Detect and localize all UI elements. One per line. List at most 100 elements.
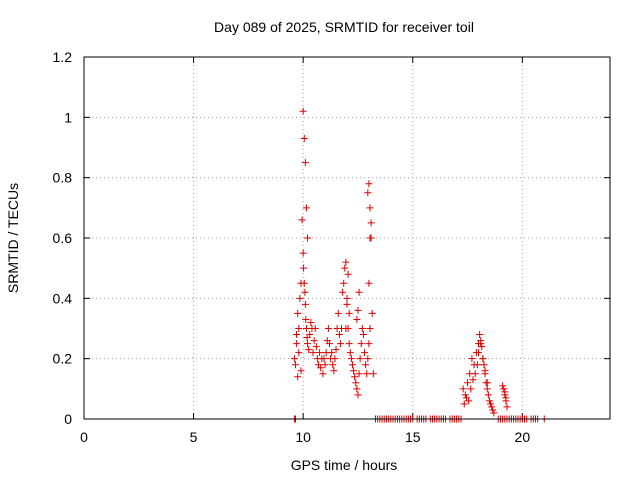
data-point (328, 349, 336, 357)
data-point (352, 379, 360, 387)
data-point (350, 367, 358, 375)
x-tick-label: 10 (295, 429, 311, 445)
data-point (366, 325, 374, 332)
data-point (368, 309, 376, 317)
data-point (300, 134, 308, 142)
data-point (356, 355, 364, 363)
data-point (291, 361, 299, 369)
data-point (346, 349, 354, 357)
data-point (341, 264, 349, 272)
y-tick-label: 0.2 (53, 351, 73, 367)
data-point (304, 340, 312, 348)
data-point (357, 340, 365, 348)
data-point (365, 180, 373, 188)
data-point (354, 306, 362, 314)
data-point (297, 367, 305, 375)
data-point (487, 400, 495, 408)
data-point (483, 385, 491, 393)
data-point (367, 234, 375, 242)
data-point (365, 340, 373, 348)
data-point (353, 385, 361, 393)
data-point (355, 288, 363, 296)
data-point (362, 361, 370, 369)
y-axis-label: SRMTID / TECUs (5, 183, 21, 293)
data-point (473, 361, 481, 369)
data-point (354, 391, 362, 399)
y-tick-label: 1 (64, 109, 72, 125)
data-point (301, 300, 309, 308)
data-point (480, 361, 488, 369)
data-point (484, 391, 492, 399)
data-point (468, 355, 476, 363)
data-point (342, 258, 350, 266)
data-point (317, 364, 325, 372)
data-point (304, 234, 312, 242)
data-point (347, 355, 355, 363)
x-tick-label: 20 (515, 429, 531, 445)
data-point (343, 300, 351, 308)
data-point (300, 264, 308, 272)
data-point (325, 340, 333, 348)
data-point (478, 343, 486, 351)
data-point (355, 370, 363, 378)
y-tick-label: 0.8 (53, 170, 73, 186)
data-point (299, 249, 307, 257)
data-point (294, 373, 302, 381)
data-point (316, 349, 324, 357)
data-point (366, 204, 374, 212)
data-point (477, 340, 485, 348)
data-point (499, 382, 507, 390)
data-point (483, 379, 491, 387)
data-point (324, 325, 332, 332)
data-point (340, 279, 348, 287)
data-point (302, 315, 310, 323)
data-point (489, 406, 497, 414)
data-point (342, 325, 350, 332)
data-point (464, 379, 472, 387)
data-point (503, 403, 511, 411)
data-point (488, 403, 496, 411)
data-point (364, 189, 372, 197)
data-point (336, 340, 344, 348)
data-point (332, 346, 340, 354)
data-point (461, 391, 469, 399)
x-tick-label: 15 (405, 429, 421, 445)
x-tick-label: 0 (80, 429, 88, 445)
data-point (469, 376, 477, 384)
y-tick-label: 1.2 (53, 49, 73, 65)
data-point (459, 385, 467, 393)
data-point (309, 349, 317, 357)
data-point (305, 346, 313, 354)
data-point (500, 385, 508, 393)
data-point (365, 279, 373, 287)
data-point (363, 370, 371, 378)
data-point (490, 409, 498, 417)
data-point (481, 367, 489, 375)
data-point (361, 349, 369, 357)
data-point (300, 279, 308, 287)
data-point (296, 294, 304, 302)
data-point (345, 309, 353, 317)
x-tick-label: 5 (190, 429, 198, 445)
y-tick-label: 0.4 (53, 290, 73, 306)
data-point (320, 355, 328, 363)
data-point (369, 370, 377, 378)
data-point (302, 204, 310, 212)
data-point (476, 331, 484, 339)
data-point (293, 340, 301, 348)
data-point (485, 397, 493, 405)
data-point (353, 315, 361, 323)
data-point (348, 361, 356, 369)
data-point (334, 309, 342, 317)
x-axis-label: GPS time / hours (291, 457, 398, 473)
data-point (295, 349, 303, 357)
data-point (312, 343, 320, 351)
data-point (339, 288, 347, 296)
data-point (502, 394, 510, 402)
data-point (329, 361, 337, 369)
grid-lines (84, 57, 610, 419)
data-point (364, 355, 372, 363)
data-point (367, 219, 375, 227)
data-point (294, 309, 302, 317)
